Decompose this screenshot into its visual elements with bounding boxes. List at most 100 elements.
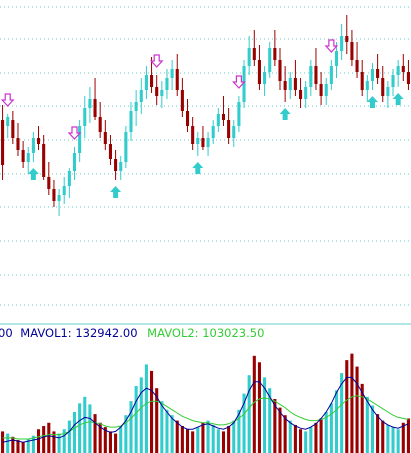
volume-bar-22: [114, 433, 118, 453]
volume-bar-75: [386, 424, 390, 453]
volume-bar-37: [191, 431, 195, 453]
buy-arrow-icon-3: [110, 186, 122, 198]
candle-20: [103, 120, 107, 150]
candle-body: [273, 48, 277, 60]
volume-bar-16: [83, 396, 87, 453]
candle-54: [278, 48, 282, 90]
candle-body: [278, 60, 282, 81]
candle-4: [21, 141, 25, 168]
candle-body: [52, 189, 56, 201]
price-gridlines: [0, 6, 411, 306]
candle-body: [129, 111, 133, 132]
candle-body: [180, 90, 184, 111]
candle-11: [57, 189, 61, 216]
candle-body: [42, 144, 46, 177]
volume-bar-42: [216, 429, 220, 453]
sell-arrow-icon-6: [232, 75, 246, 89]
candle-75: [386, 81, 390, 108]
volume-bar-6: [31, 435, 35, 453]
candle-body: [242, 66, 246, 102]
candle-body: [324, 84, 328, 96]
volume-bar-64: [329, 403, 333, 453]
candle-body: [144, 75, 148, 90]
buy-arrow-icon-9: [366, 96, 378, 108]
candle-body: [350, 42, 354, 60]
volume-bar-53: [273, 399, 277, 453]
candle-16: [83, 96, 87, 138]
volume-bar-44: [227, 426, 231, 453]
candle-65: [334, 42, 339, 78]
candle-body: [232, 126, 236, 138]
candle-body: [62, 186, 66, 195]
volume-bar-79: [406, 418, 410, 453]
candle-47: [242, 60, 246, 108]
candle-21: [108, 135, 112, 165]
candle-body: [201, 138, 205, 147]
volume-bar-69: [355, 366, 359, 453]
buy-arrow-icon-5: [192, 162, 204, 174]
candle-41: [211, 120, 215, 144]
candle-64: [329, 60, 333, 90]
candle-67: [345, 15, 349, 54]
volume-bar-57: [293, 424, 297, 453]
candle-7: [36, 126, 41, 150]
candle-body: [345, 36, 349, 42]
legend-prefix: 00: [0, 326, 13, 340]
candle-49: [252, 30, 256, 66]
candle-body: [36, 138, 41, 144]
volume-bar-67: [345, 360, 349, 453]
volume-bar-55: [283, 415, 287, 453]
candle-body: [175, 69, 179, 90]
volume-bar-28: [144, 364, 148, 453]
volume-bar-47: [242, 393, 246, 453]
candle-body: [31, 138, 35, 153]
volume-bar-58: [299, 429, 303, 453]
candle-body: [139, 90, 143, 102]
volume-bar-68: [350, 353, 354, 453]
candle-30: [155, 75, 159, 105]
candle-14: [72, 147, 77, 180]
volume-bar-5: [26, 438, 30, 453]
candle-66: [340, 24, 344, 60]
sell-arrow-icon-2: [67, 126, 82, 140]
candle-27: [139, 78, 143, 114]
candle-body: [114, 159, 118, 171]
candle-body: [406, 72, 410, 84]
candle-body: [72, 153, 77, 171]
volume-bar-9: [47, 422, 51, 453]
volume-bar-63: [324, 411, 328, 453]
candle-body: [98, 117, 102, 132]
candle-44: [227, 108, 231, 144]
candle-68: [350, 30, 354, 66]
legend-mavol1: MAVOL1: 132942.00: [20, 326, 137, 340]
volume-bar-33: [170, 415, 174, 453]
candle-body: [376, 69, 380, 78]
candle-body: [26, 153, 30, 162]
candle-body: [334, 51, 339, 66]
candle-6: [31, 132, 35, 162]
candle-17: [88, 87, 92, 123]
candle-8: [42, 135, 46, 180]
candle-body: [191, 126, 195, 144]
candle-body: [57, 195, 61, 201]
candle-body: [365, 81, 369, 90]
candle-26: [134, 90, 138, 126]
candle-18: [93, 78, 97, 120]
sell-arrow-icon-0: [0, 93, 15, 107]
candle-73: [376, 54, 380, 84]
volume-bar-23: [119, 426, 123, 453]
volume-bar-54: [278, 407, 282, 453]
candle-body: [227, 120, 231, 138]
volume-bar-32: [165, 409, 169, 453]
candle-body: [329, 66, 333, 84]
candle-body: [6, 117, 10, 126]
candle-33: [170, 60, 174, 90]
volume-bar-30: [155, 388, 159, 453]
mavol1-line: [2, 376, 409, 443]
candle-body: [370, 69, 375, 81]
candle-1: [6, 114, 10, 138]
candle-body: [299, 90, 303, 99]
volume-bar-29: [150, 370, 154, 453]
candle-body: [360, 72, 364, 90]
candle-72: [370, 63, 375, 90]
